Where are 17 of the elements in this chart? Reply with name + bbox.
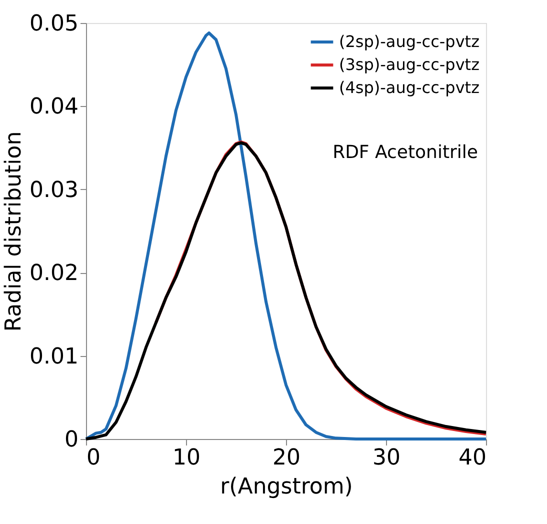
legend-label: (4sp)-aug-cc-pvtz [339,78,480,97]
y-axis-title: Radial distribution [2,131,27,332]
x-tick-label: 10 [172,446,200,470]
legend-label: (3sp)-aug-cc-pvtz [339,55,480,74]
y-tick-label: 0.03 [30,178,78,203]
x-tick-label: 40 [458,446,486,470]
annotation: RDF Acetonitrile [332,142,478,163]
y-tick-label: 0 [64,428,78,452]
y-tick-label: 0.02 [30,261,78,286]
y-tick-label: 0.05 [30,12,78,36]
y-tick-label: 0.04 [30,94,78,120]
x-axis-title: r(Angstrom) [220,474,353,500]
x-tick-label: 30 [372,446,400,470]
x-tick-label: 20 [272,446,300,470]
y-tick-label: 0.01 [30,344,78,370]
x-tick-label: 0 [86,446,100,470]
legend-label: (2sp)-aug-cc-pvtz [339,32,480,51]
